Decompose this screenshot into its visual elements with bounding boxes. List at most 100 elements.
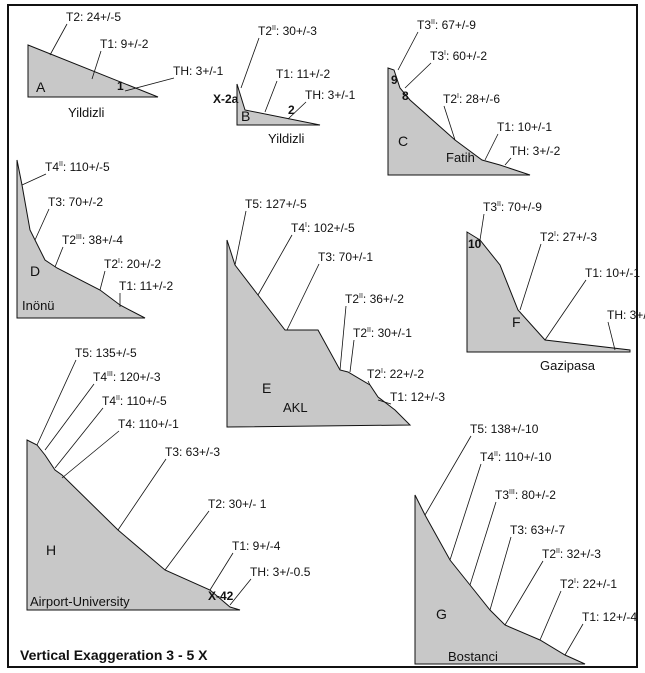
terrace-name: T1 xyxy=(390,390,404,404)
terrace-label: T4III: 120+/-3 xyxy=(93,370,161,384)
terrace-name: TH xyxy=(305,88,321,102)
leader-line xyxy=(397,31,419,71)
leader-line xyxy=(469,501,497,586)
terrace-age: : 24+/-5 xyxy=(80,10,121,24)
leader-line xyxy=(229,578,252,606)
leader-line xyxy=(377,399,392,405)
profile xyxy=(466,231,631,353)
terrace-name: T3 xyxy=(495,488,509,502)
panel-letter: E xyxy=(262,380,271,396)
terrace-name: TH xyxy=(173,64,189,78)
terrace-name: T4 xyxy=(480,450,494,464)
site-name: Fatih xyxy=(446,150,475,165)
terrace-sup: I xyxy=(118,258,120,265)
terrace-name: T3 xyxy=(510,523,524,537)
leader-line xyxy=(286,263,320,331)
terrace-age: : 70+/-1 xyxy=(332,250,373,264)
terrace-name: T2 xyxy=(208,497,222,511)
profile xyxy=(27,44,159,98)
leader-line xyxy=(539,590,562,641)
site-name: Airport-University xyxy=(30,594,130,609)
leader-line xyxy=(607,321,616,351)
terrace-name: T3 xyxy=(165,445,179,459)
terrace-label: T1: 11+/-2 xyxy=(276,67,330,81)
leader-line xyxy=(484,133,499,161)
sample-mark: 2 xyxy=(288,103,295,117)
terrace-name: T1 xyxy=(585,266,599,280)
terrace-sup: I xyxy=(457,93,459,100)
terrace-label: T1: 12+/-4 xyxy=(582,610,637,624)
terrace-sup: II xyxy=(497,201,501,208)
site-name: Inönü xyxy=(22,298,55,313)
terrace-age: : 32+/-3 xyxy=(560,547,601,561)
leader-line xyxy=(287,101,307,120)
leader-line xyxy=(117,458,167,531)
terrace-label: T4II: 110+/-10 xyxy=(480,450,552,464)
terrace-age: : 3+/-1 xyxy=(623,308,645,322)
footer: Vertical Exaggeration 3 - 5 X xyxy=(20,647,208,663)
terrace-age: : 3+/-0.5 xyxy=(266,565,311,579)
terrace-age: : 11+/-2 xyxy=(290,67,330,81)
terrace-name: T1 xyxy=(497,120,511,134)
terrace-label: T4II: 110+/-5 xyxy=(45,160,110,174)
terrace-label: T4I: 102+/-5 xyxy=(291,221,355,235)
terrace-age: : 20+/-2 xyxy=(120,257,161,271)
terrace-name: T4 xyxy=(93,370,107,384)
terrace-age: : 110+/-5 xyxy=(120,394,167,408)
leader-line xyxy=(479,213,485,241)
terrace-age: : 28+/-6 xyxy=(459,92,500,106)
terrace-label: T2II: 36+/-2 xyxy=(345,292,404,306)
terrace-age: : 110+/-1 xyxy=(132,417,179,431)
terrace-label: T3: 70+/-1 xyxy=(318,250,373,264)
leader-line xyxy=(240,37,260,89)
terrace-name: T3 xyxy=(417,18,431,32)
profile xyxy=(26,439,241,611)
terrace-label: T1: 10+/-1 xyxy=(585,266,640,280)
terrace-name: T3 xyxy=(430,49,444,63)
sample-mark: X-2a xyxy=(213,92,239,106)
terrace-age: : 60+/-2 xyxy=(446,49,487,63)
leader-line xyxy=(443,105,456,141)
terrace-name: T5 xyxy=(470,422,484,436)
terrace-age: : 138+/-10 xyxy=(484,422,539,436)
sample-mark: 8 xyxy=(402,89,409,103)
sample-mark: 1 xyxy=(117,79,124,93)
site-name: Bostanci xyxy=(448,649,498,664)
terrace-name: T1 xyxy=(119,279,133,293)
panel-letter: C xyxy=(398,133,408,149)
leader-line xyxy=(54,407,104,469)
leader-line xyxy=(99,270,106,291)
terrace-name: TH xyxy=(250,565,266,579)
leader-line xyxy=(34,208,50,241)
terrace-sup: II xyxy=(272,25,276,32)
terrace-name: T2 xyxy=(353,326,367,340)
leader-line xyxy=(164,510,210,571)
terrace-label: T1: 12+/-3 xyxy=(390,390,445,404)
leader-line xyxy=(544,279,587,341)
terrace-label: T2: 24+/-5 xyxy=(66,10,121,24)
panel-letter: B xyxy=(241,108,250,124)
terrace-sup: II xyxy=(431,19,435,26)
terrace-sup: I xyxy=(444,50,446,57)
terrace-label: T2II: 30+/-3 xyxy=(258,24,317,38)
profile xyxy=(387,67,531,176)
terrace-label: T3III: 80+/-2 xyxy=(495,488,556,502)
terrace-age: : 30+/-3 xyxy=(276,24,317,38)
terrace-label: T1: 9+/-4 xyxy=(232,539,281,553)
terrace-age: : 63+/-7 xyxy=(524,523,565,537)
terrace-name: T2 xyxy=(367,367,381,381)
terrace-age: : 36+/-2 xyxy=(363,292,404,306)
leader-line xyxy=(489,536,512,611)
terrace-age: : 70+/-2 xyxy=(62,195,103,209)
terrace-age: : 80+/-2 xyxy=(515,488,556,502)
terrace-age: : 22+/-1 xyxy=(576,577,617,591)
panel-letter: H xyxy=(46,542,56,558)
terrace-age: : 12+/-4 xyxy=(596,610,637,624)
terrace-age: : 120+/-3 xyxy=(113,370,161,384)
site-name: Gazipasa xyxy=(540,358,596,373)
terrace-label: T3II: 70+/-9 xyxy=(483,200,542,214)
sample-mark: 9 xyxy=(391,73,398,87)
